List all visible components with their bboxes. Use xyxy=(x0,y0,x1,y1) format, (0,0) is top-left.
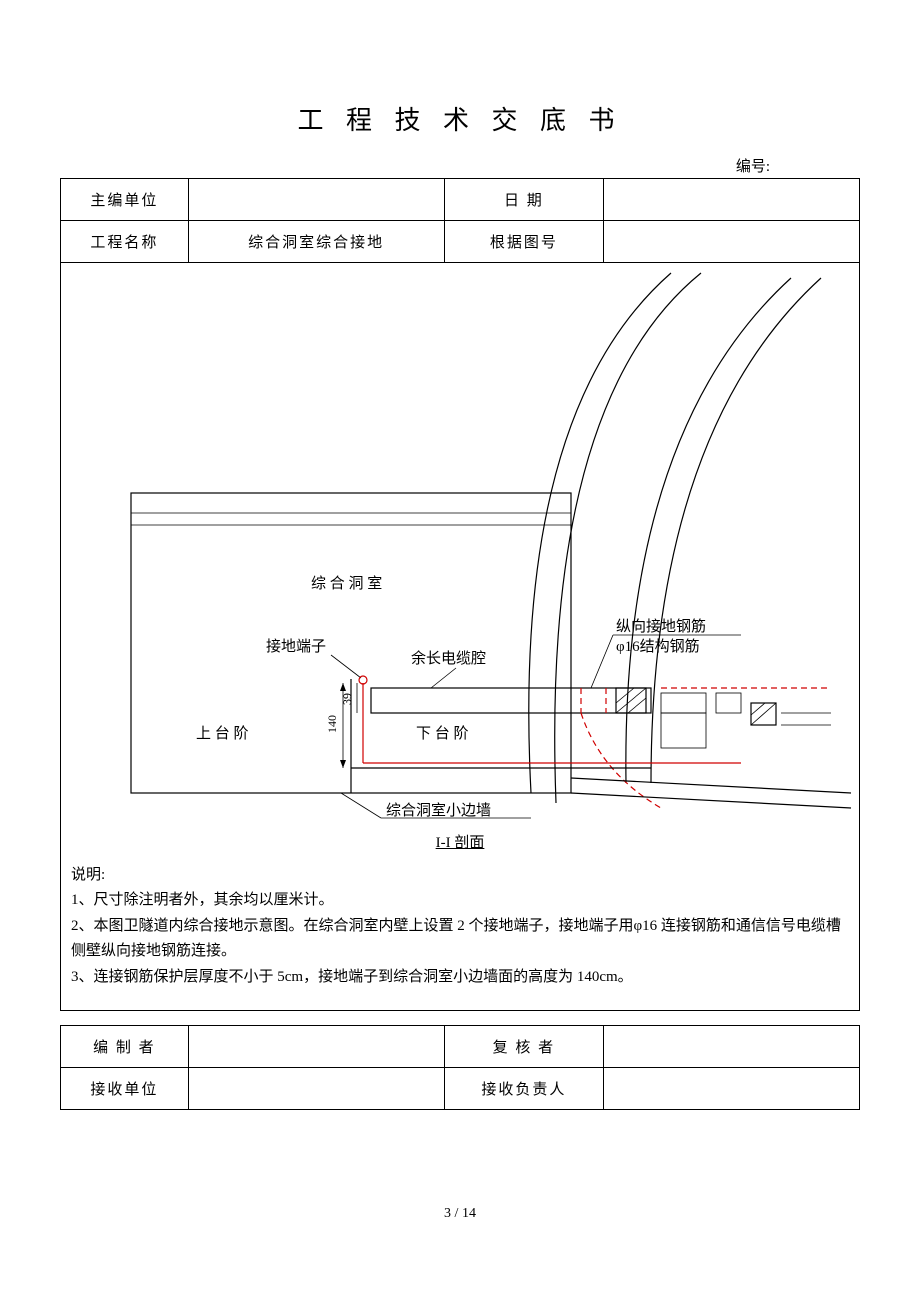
lower-step-label: 下 台 阶 xyxy=(416,725,469,742)
author-value xyxy=(188,1026,444,1068)
terminal-label: 接地端子 xyxy=(266,638,326,655)
reviewer-value xyxy=(604,1026,860,1068)
table-row: 接收单位 接收负责人 xyxy=(61,1068,860,1110)
side-wall-label: 综合洞室小边墙 xyxy=(386,802,491,819)
table-row: 主编单位 日 期 xyxy=(61,179,860,221)
table-row: 工程名称 综合洞室综合接地 根据图号 xyxy=(61,221,860,263)
page-number: 3 / 14 xyxy=(0,1206,920,1222)
diagram-container: 综 合 洞 室 接地端子 余长电缆腔 xyxy=(60,263,860,823)
header-table: 主编单位 日 期 工程名称 综合洞室综合接地 根据图号 xyxy=(60,178,860,263)
org-value xyxy=(188,179,444,221)
notes-heading: 说明: xyxy=(71,863,849,889)
cable-cavity-label: 余长电缆腔 xyxy=(411,649,486,667)
hatch-icon xyxy=(616,688,646,713)
reviewer-label: 复 核 者 xyxy=(444,1026,604,1068)
doc-number: 编号: xyxy=(60,155,860,176)
page-container: 工 程 技 术 交 底 书 编号: 主编单位 日 期 工程名称 综合洞室综合接地… xyxy=(0,0,920,1150)
note-item: 1、尺寸除注明者外，其余均以厘米计。 xyxy=(71,888,849,914)
hatch-icon xyxy=(751,703,776,725)
note-item: 2、本图卫隧道内综合接地示意图。在综合洞室内壁上设置 2 个接地端子，接地端子用… xyxy=(71,914,849,965)
receiver-person-value xyxy=(604,1068,860,1110)
upper-step-label: 上 台 阶 xyxy=(196,725,249,742)
author-label: 编 制 者 xyxy=(61,1026,189,1068)
org-label: 主编单位 xyxy=(61,179,189,221)
section-diagram: 综 合 洞 室 接地端子 余长电缆腔 xyxy=(61,263,859,823)
receiver-org-label: 接收单位 xyxy=(61,1068,189,1110)
drawing-label: 根据图号 xyxy=(444,221,604,263)
table-row: 编 制 者 复 核 者 xyxy=(61,1026,860,1068)
section-caption: I-I 剖面 xyxy=(71,831,849,857)
receiver-org-value xyxy=(188,1068,444,1110)
project-value: 综合洞室综合接地 xyxy=(188,221,444,263)
receiver-person-label: 接收负责人 xyxy=(444,1068,604,1110)
date-label: 日 期 xyxy=(444,179,604,221)
page-total: 14 xyxy=(462,1206,476,1221)
page-current: 3 xyxy=(444,1206,451,1221)
page-sep: / xyxy=(451,1206,462,1221)
dim-140: 140 xyxy=(325,715,339,733)
notes-section: I-I 剖面 说明: 1、尺寸除注明者外，其余均以厘米计。 2、本图卫隧道内综合… xyxy=(60,823,860,1011)
project-label: 工程名称 xyxy=(61,221,189,263)
drawing-value xyxy=(604,221,860,263)
rebar-label-2: φ16结构钢筋 xyxy=(616,638,700,655)
rebar-label-1: 纵向接地钢筋 xyxy=(616,618,706,635)
footer-table: 编 制 者 复 核 者 接收单位 接收负责人 xyxy=(60,1025,860,1110)
date-value xyxy=(604,179,860,221)
dim-39: 39 xyxy=(340,693,354,705)
doc-title: 工 程 技 术 交 底 书 xyxy=(60,100,860,137)
room-label: 综 合 洞 室 xyxy=(311,575,382,592)
note-item: 3、连接钢筋保护层厚度不小于 5cm，接地端子到综合洞室小边墙面的高度为 140… xyxy=(71,965,849,991)
doc-number-label: 编号: xyxy=(736,159,770,175)
